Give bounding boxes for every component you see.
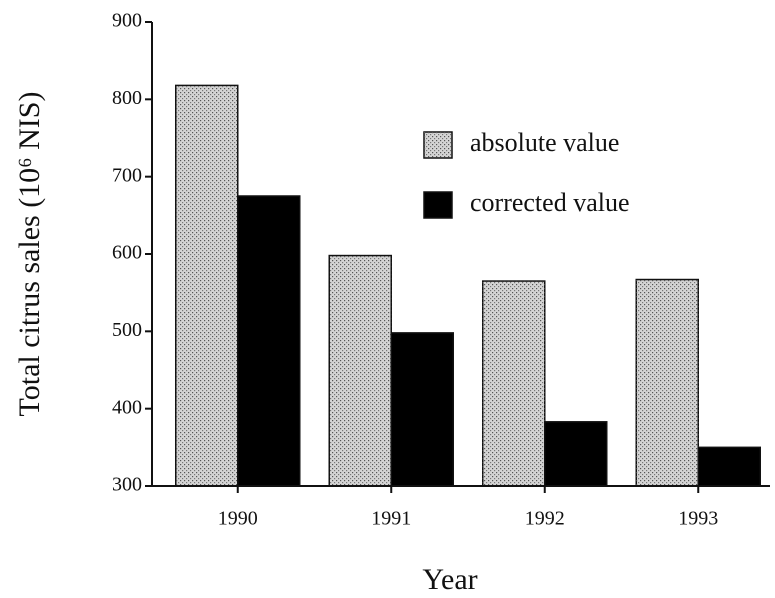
legend-swatch [423, 191, 453, 219]
bar [544, 421, 608, 487]
x-tick-label: 1991 [371, 508, 411, 530]
bar [697, 446, 761, 487]
y-axis-title: Total citrus sales (10⁶ NIS) [13, 92, 46, 417]
legend-label: absolute value [470, 128, 619, 157]
bar [390, 332, 454, 487]
legend-label: corrected value [470, 188, 630, 217]
bar-texture [482, 281, 545, 486]
legend-swatch-texture [424, 132, 452, 158]
y-tick-label: 400 [112, 396, 142, 418]
bar-texture [329, 255, 392, 486]
y-tick-label: 900 [112, 10, 142, 32]
y-tick-label: 800 [112, 87, 142, 109]
y-tick-label: 600 [112, 242, 142, 264]
y-tick-label: 300 [112, 474, 142, 496]
bar [237, 195, 301, 487]
x-tick-label: 1992 [525, 508, 565, 530]
x-tick-label: 1990 [218, 508, 258, 530]
x-tick-label: 1993 [678, 508, 718, 530]
x-axis-title: Year [422, 563, 477, 596]
bar-texture [175, 85, 238, 486]
y-tick-label: 500 [112, 319, 142, 341]
y-tick-label: 700 [112, 164, 142, 186]
bar-texture [636, 279, 699, 486]
